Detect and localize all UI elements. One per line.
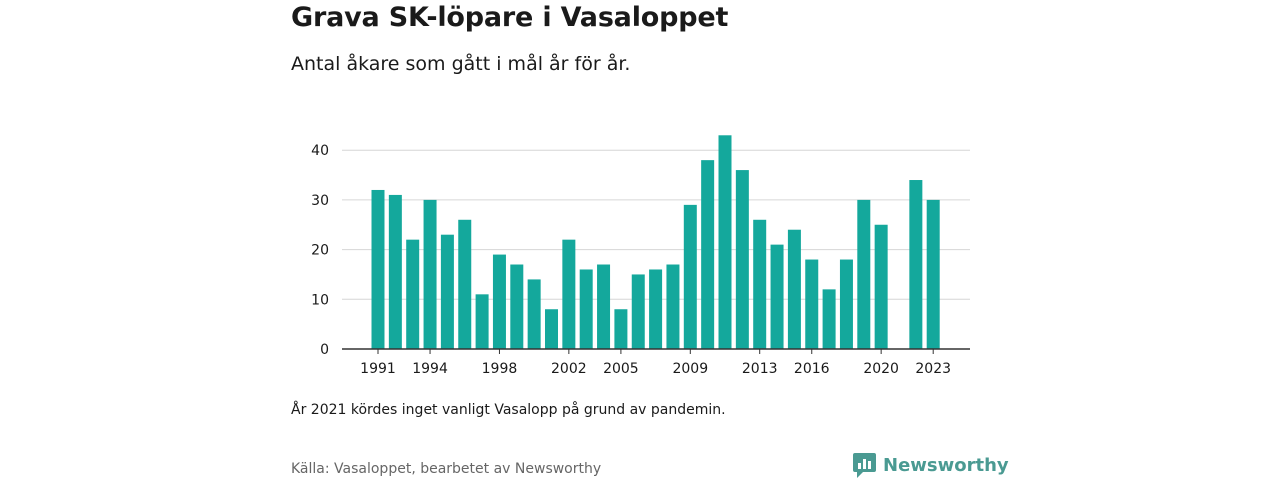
bar — [805, 259, 819, 349]
bar — [839, 259, 853, 349]
newsworthy-chart-icon — [853, 453, 876, 478]
x-tick-label: 1994 — [412, 361, 448, 377]
x-tick-label: 1991 — [360, 361, 396, 377]
source-text: Källa: Vasaloppet, bearbetet av Newswort… — [291, 461, 602, 477]
x-tick-label: 1998 — [482, 361, 518, 377]
bar — [770, 244, 784, 349]
x-tick-label: 2005 — [603, 361, 639, 377]
bar — [649, 269, 663, 349]
bar — [579, 269, 593, 349]
bar — [787, 229, 801, 349]
bar — [510, 264, 524, 349]
chart-note: År 2021 kördes inget vanligt Vasalopp på… — [291, 402, 726, 418]
x-tick-label: 2009 — [672, 361, 708, 377]
bar — [545, 309, 558, 349]
bar — [753, 219, 767, 349]
bar — [492, 254, 506, 349]
bar — [822, 289, 836, 349]
bars — [371, 135, 940, 349]
bar — [735, 170, 749, 349]
bar — [458, 219, 472, 349]
x-tick-label: 2016 — [794, 361, 830, 377]
brand-name: Newsworthy — [883, 454, 1009, 476]
bar — [909, 180, 923, 349]
y-tick-label: 20 — [311, 243, 329, 259]
bar — [406, 239, 420, 349]
bar — [614, 309, 628, 349]
bar — [423, 199, 437, 349]
y-tick-label: 30 — [311, 193, 329, 209]
bar — [666, 264, 680, 349]
bar — [857, 199, 871, 349]
y-tick-label: 10 — [311, 292, 329, 308]
chart-subtitle: Antal åkare som gått i mål år för år. — [291, 53, 631, 75]
bar — [597, 264, 611, 349]
bar — [388, 194, 402, 349]
bar — [874, 224, 888, 349]
bar — [701, 160, 715, 349]
x-tick-label: 2002 — [551, 361, 587, 377]
chart-title: Grava SK-löpare i Vasaloppet — [291, 2, 729, 33]
bar — [527, 279, 541, 349]
y-tick-label: 40 — [311, 143, 329, 159]
newsworthy-logo: Newsworthy — [853, 452, 1009, 478]
bar — [475, 294, 489, 349]
x-tick-label: 2020 — [863, 361, 899, 377]
y-tick-label: 0 — [320, 342, 329, 358]
x-tick-label: 2023 — [915, 361, 951, 377]
x-tick-label: 2013 — [742, 361, 778, 377]
bar — [631, 274, 645, 349]
axes: 0 10 20 30 40 1991 1994 1998 2002 2005 2009 2013 201… — [311, 143, 970, 377]
bar — [683, 204, 697, 349]
bar — [718, 135, 732, 349]
bar — [440, 234, 454, 349]
bar — [926, 199, 940, 349]
bar — [562, 239, 576, 349]
bar — [371, 189, 385, 349]
